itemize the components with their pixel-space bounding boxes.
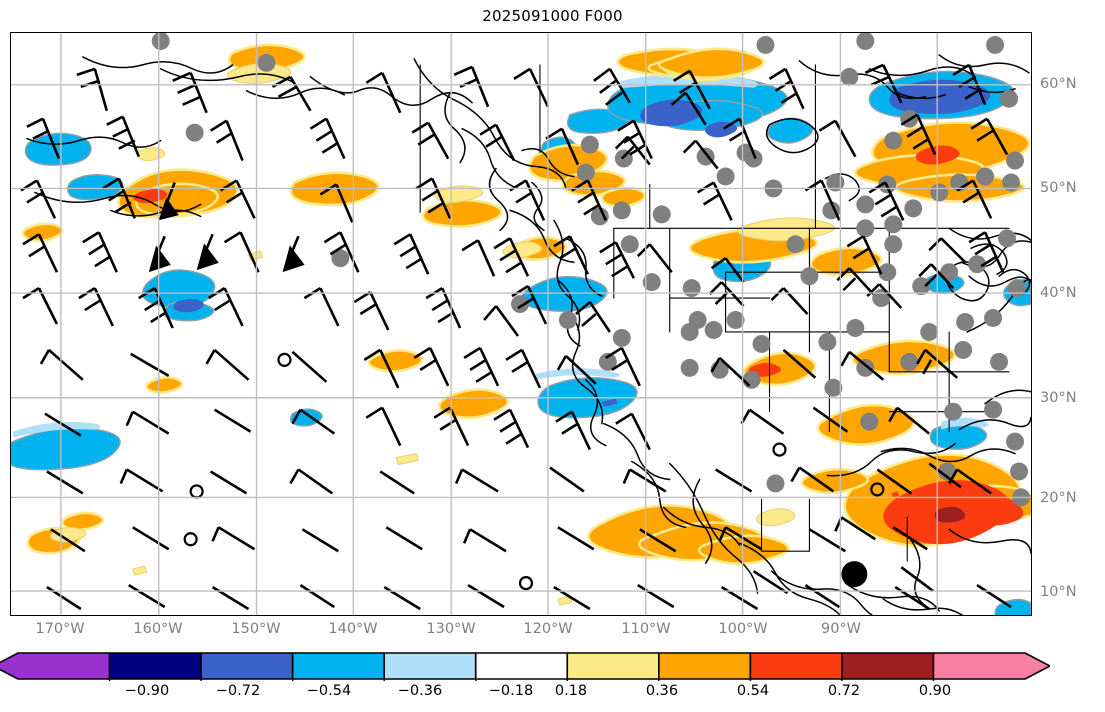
- cbar-tick-label-4: −0.18: [488, 683, 534, 699]
- lon-tick-label-2: 150°W: [231, 621, 281, 637]
- colorbar-segment-3: [291, 652, 385, 680]
- lon-tick-label-7: 100°W: [718, 621, 768, 637]
- cbar-tick-label-2: −0.54: [306, 683, 352, 699]
- cbar-tick-label-1: −0.72: [215, 683, 261, 699]
- colorbar-segment-6: [566, 652, 660, 680]
- cbar-tick-label-0: −0.90: [124, 683, 170, 699]
- cbar-tick-label-7: 0.54: [736, 683, 770, 699]
- page-title: 2025091000 F000: [482, 7, 623, 25]
- special-station-marker: [841, 561, 868, 588]
- colorbar-segment-1: [108, 652, 202, 680]
- map-plot-area[interactable]: [10, 32, 1032, 616]
- lat-tick-label-10n: 10°N: [1040, 584, 1077, 600]
- lon-tick-label-6: 110°W: [621, 621, 671, 637]
- open-station-marker-layer: [183, 352, 885, 591]
- colorbar-segment-8: [749, 652, 843, 680]
- wind-barb-layer: [20, 63, 1012, 611]
- cbar-tick-label-5: 0.18: [554, 683, 588, 699]
- cbar-tick-label-6: 0.36: [645, 683, 679, 699]
- lat-tick-label-60n: 60°N: [1040, 76, 1077, 92]
- lon-tick-label-8: 90°W: [820, 621, 862, 637]
- lon-tick-label-0: 170°W: [35, 621, 85, 637]
- colorbar-graphic: [0, 652, 1050, 681]
- colorbar-segment-4: [383, 652, 477, 680]
- colorbar-segment-9: [841, 652, 935, 680]
- lat-tick-label-20n: 20°N: [1040, 490, 1077, 506]
- lon-tick-label-3: 140°W: [328, 621, 378, 637]
- colorbar-segment-10: [932, 652, 1050, 680]
- colorbar-segment-2: [200, 652, 294, 680]
- gridline-layer: [11, 33, 1031, 615]
- cbar-tick-label-8: 0.72: [827, 683, 861, 699]
- lat-tick-label-30n: 30°N: [1040, 390, 1077, 406]
- colorbar-segment-7: [658, 652, 752, 680]
- colorbar-segment-5: [474, 652, 569, 680]
- cbar-tick-label-9: 0.90: [918, 683, 952, 699]
- map-graphic: [11, 33, 1031, 615]
- lat-tick-label-50n: 50°N: [1040, 180, 1077, 196]
- colorbar[interactable]: [0, 651, 1050, 681]
- lon-tick-label-1: 160°W: [133, 621, 183, 637]
- lon-tick-label-4: 130°W: [426, 621, 476, 637]
- colorbar-segment-0: [0, 652, 111, 680]
- lat-tick-label-40n: 40°N: [1040, 285, 1077, 301]
- cbar-tick-label-3: −0.36: [397, 683, 443, 699]
- lon-tick-label-5: 120°W: [523, 621, 573, 637]
